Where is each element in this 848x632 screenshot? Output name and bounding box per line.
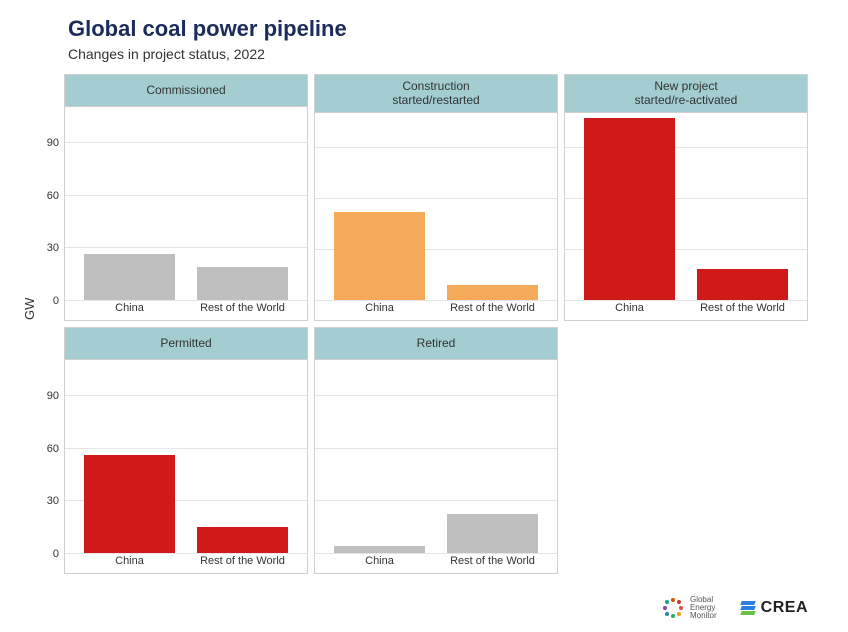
facet-panel: New project started/re-activated ChinaRes… <box>564 74 808 321</box>
bar <box>84 455 174 553</box>
bar-slot <box>73 107 186 300</box>
facet-panel: Permitted0306090ChinaRest of the World <box>64 327 308 574</box>
chart-title: Global coal power pipeline <box>68 16 808 42</box>
facet-panel: Retired ChinaRest of the World <box>314 327 558 574</box>
bars-container <box>315 113 557 300</box>
bar-slot <box>436 360 549 553</box>
footer-logos: Global Energy Monitor CREA <box>662 596 808 620</box>
ytick-label: 30 <box>47 242 59 254</box>
ytick-label: 60 <box>47 443 59 455</box>
xtick-label: China <box>73 302 186 314</box>
bars-container <box>565 113 807 300</box>
bar <box>197 527 287 553</box>
bar-slot <box>436 113 549 300</box>
bars-container <box>65 107 307 300</box>
bar <box>584 118 674 300</box>
xtick-label: China <box>573 302 686 314</box>
xtick-label: Rest of the World <box>686 302 799 314</box>
bar-slot <box>323 113 436 300</box>
ytick-label: 30 <box>47 495 59 507</box>
crea-logo-text: CREA <box>761 599 808 617</box>
bar <box>334 212 424 301</box>
bar-slot <box>686 113 799 300</box>
bar-slot <box>186 107 299 300</box>
ytick-label: 0 <box>53 548 59 560</box>
gridline <box>315 300 557 301</box>
ytick-label: 60 <box>47 190 59 202</box>
bar <box>334 546 424 553</box>
facet-panel: Construction started/restarted ChinaRest … <box>314 74 558 321</box>
gridline: 0 <box>65 300 307 301</box>
plot-area: 0306090 <box>65 107 307 300</box>
xtick-label: Rest of the World <box>186 302 299 314</box>
xtick-label: China <box>323 302 436 314</box>
bar-slot <box>323 360 436 553</box>
panel-header: Commissioned <box>65 75 307 107</box>
bar-slot <box>573 113 686 300</box>
panel-header: New project started/re-activated <box>565 75 807 113</box>
gem-logo-icon <box>662 597 684 619</box>
gridline <box>315 553 557 554</box>
gem-logo: Global Energy Monitor <box>662 596 717 620</box>
xlabels: ChinaRest of the World <box>65 300 307 320</box>
panel-header: Construction started/restarted <box>315 75 557 113</box>
xtick-label: Rest of the World <box>436 302 549 314</box>
xtick-label: China <box>73 555 186 567</box>
y-axis-label: GW <box>22 298 37 320</box>
ytick-label: 90 <box>47 137 59 149</box>
ytick-label: 0 <box>53 295 59 307</box>
gridline: 0 <box>65 553 307 554</box>
bar <box>197 267 287 300</box>
bar <box>84 254 174 300</box>
panel-header: Retired <box>315 328 557 360</box>
xlabels: ChinaRest of the World <box>315 553 557 573</box>
bar <box>447 285 537 300</box>
plot-area <box>565 113 807 300</box>
bar <box>447 514 537 553</box>
gridline <box>565 300 807 301</box>
ytick-label: 90 <box>47 390 59 402</box>
xtick-label: Rest of the World <box>436 555 549 567</box>
facet-panel: Commissioned0306090ChinaRest of the Worl… <box>64 74 308 321</box>
xlabels: ChinaRest of the World <box>315 300 557 320</box>
plot-area: 0306090 <box>65 360 307 553</box>
bar <box>697 269 787 300</box>
chart-subtitle: Changes in project status, 2022 <box>68 46 808 62</box>
panel-grid: Commissioned0306090ChinaRest of the Worl… <box>64 74 808 574</box>
xlabels: ChinaRest of the World <box>565 300 807 320</box>
xtick-label: China <box>323 555 436 567</box>
bars-container <box>65 360 307 553</box>
bar-slot <box>186 360 299 553</box>
bars-container <box>315 360 557 553</box>
panel-header: Permitted <box>65 328 307 360</box>
plot-area <box>315 113 557 300</box>
crea-logo: CREA <box>741 599 808 617</box>
bar-slot <box>73 360 186 553</box>
xtick-label: Rest of the World <box>186 555 299 567</box>
crea-logo-icon <box>741 601 755 615</box>
plot-area <box>315 360 557 553</box>
xlabels: ChinaRest of the World <box>65 553 307 573</box>
gem-logo-text: Global Energy Monitor <box>690 596 717 620</box>
